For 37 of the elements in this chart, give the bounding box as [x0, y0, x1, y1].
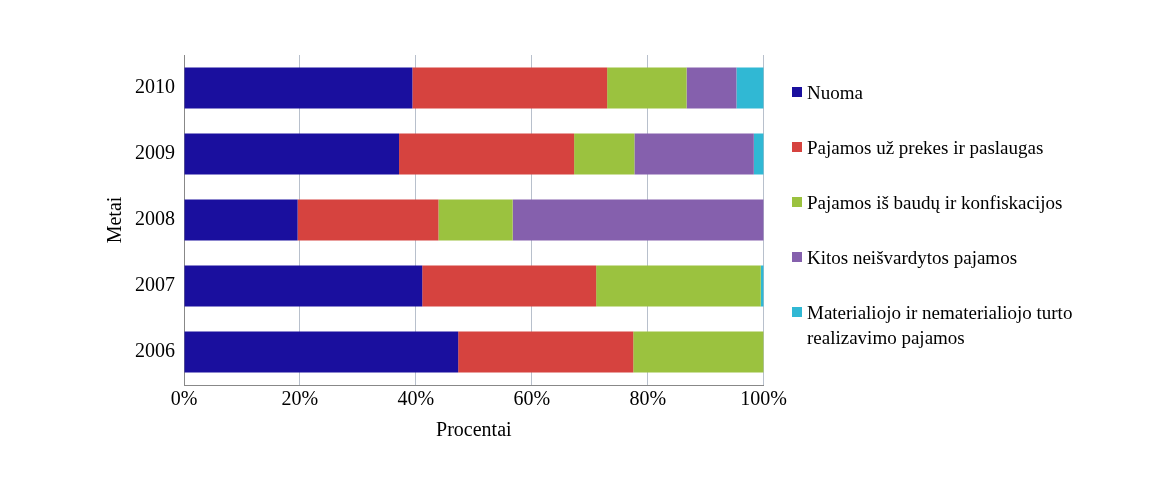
bar	[574, 133, 635, 175]
legend-label: Pajamos iš baudų ir konfiskacijos	[807, 191, 1063, 215]
legend-label: Nuoma	[807, 81, 863, 105]
bar	[184, 331, 459, 373]
bar	[736, 67, 764, 109]
bar	[458, 331, 634, 373]
x-axis-title: Procentai	[436, 418, 513, 441]
bar	[184, 199, 298, 241]
x-tick-label: 20%	[281, 387, 319, 410]
bar	[512, 199, 764, 241]
bar	[399, 133, 575, 175]
x-tick-label: 100%	[740, 387, 788, 410]
x-tick-label: 40%	[397, 387, 435, 410]
bar	[634, 133, 754, 175]
bar	[184, 265, 423, 307]
y-axis-title: Metai	[103, 196, 126, 244]
bar	[633, 331, 764, 373]
bar	[596, 265, 761, 307]
x-tick-label: 0%	[170, 387, 198, 410]
legend-label: Materialiojo ir nematerialiojo turto realizavimo pajamos	[807, 301, 1074, 350]
bar	[184, 133, 400, 175]
x-tick-label: 60%	[513, 387, 551, 410]
y-tick-label: 2007	[135, 273, 175, 296]
bar	[686, 67, 737, 109]
y-tick-label: 2008	[135, 207, 175, 230]
x-tick-label: 80%	[629, 387, 667, 410]
y-tick-label: 2010	[135, 75, 175, 98]
legend-label: Kitos neišvardytos pajamos	[807, 246, 1018, 270]
legend-label: Pajamos už prekes ir paslaugas	[807, 136, 1044, 160]
bar	[438, 199, 513, 241]
y-tick-label: 2009	[135, 141, 175, 164]
bar	[607, 67, 687, 109]
y-tick-label: 2006	[135, 339, 175, 362]
bar	[297, 199, 439, 241]
bar	[422, 265, 597, 307]
bar	[412, 67, 608, 109]
bar	[184, 67, 413, 109]
